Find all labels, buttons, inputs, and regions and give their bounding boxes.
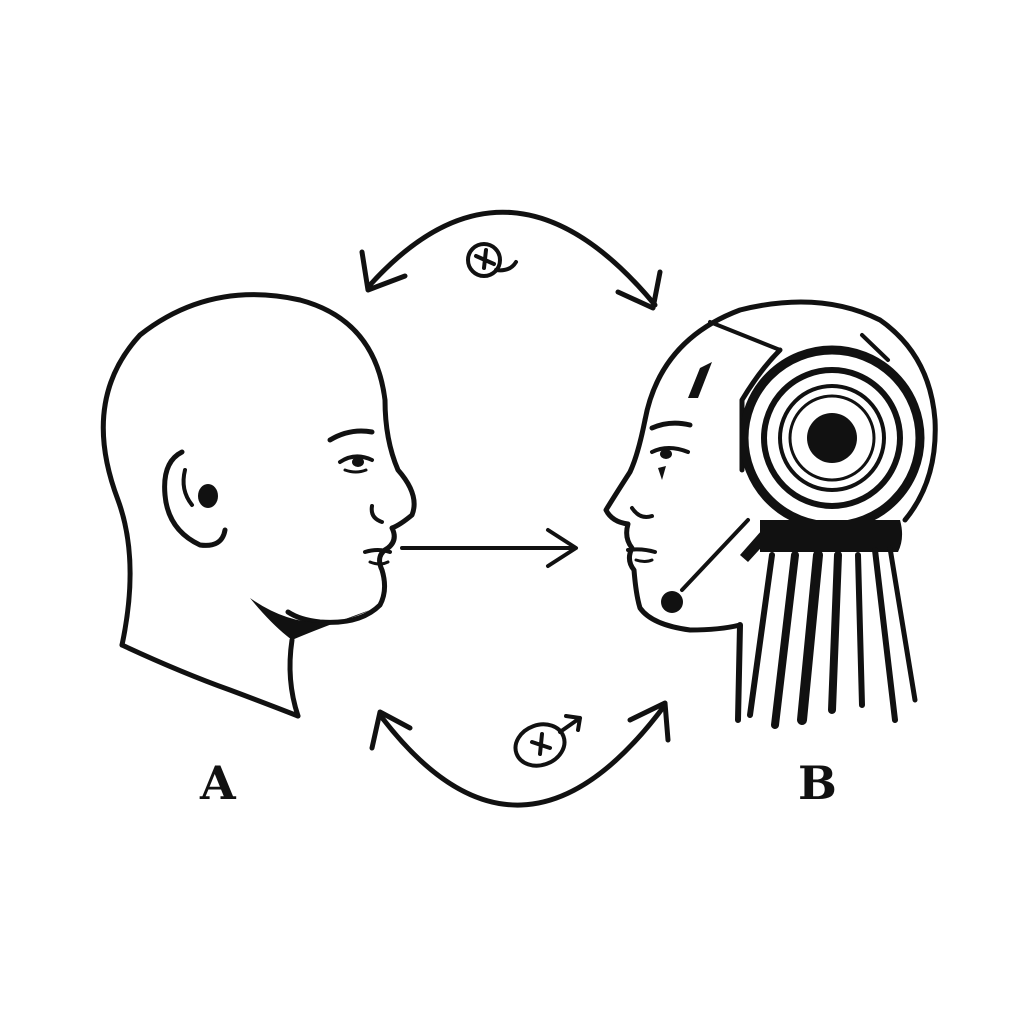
human-head-icon xyxy=(100,292,417,719)
speech-arrow-icon xyxy=(400,528,578,568)
male-symbol-icon xyxy=(513,714,582,768)
swirl-symbol-icon xyxy=(466,242,518,278)
bottom-cycle-arrow-icon xyxy=(369,700,671,808)
label-human: A xyxy=(200,756,236,810)
top-cycle-arrow-icon xyxy=(359,209,663,311)
label-robot: B xyxy=(798,756,837,810)
robot-head-icon xyxy=(603,299,938,729)
